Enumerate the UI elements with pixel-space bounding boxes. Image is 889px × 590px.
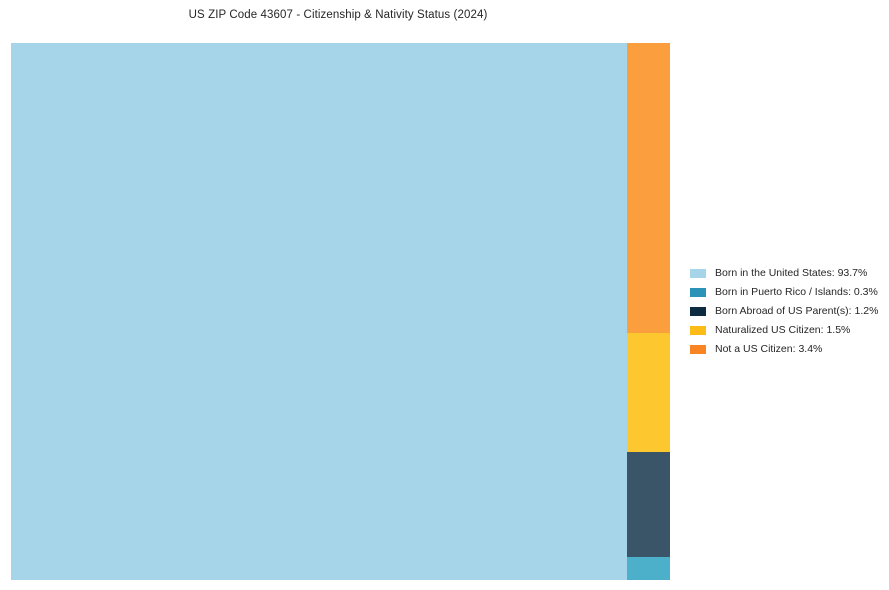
legend-item[interactable]: Born in the United States: 93.7% <box>690 264 886 283</box>
treemap-tile[interactable] <box>627 333 670 452</box>
legend-item-label: Not a US Citizen: 3.4% <box>715 343 823 355</box>
treemap-plot-area <box>11 43 670 580</box>
legend-item[interactable]: Born in Puerto Rico / Islands: 0.3% <box>690 283 886 302</box>
legend-item[interactable]: Born Abroad of US Parent(s): 1.2% <box>690 302 886 321</box>
legend-swatch-icon <box>690 288 706 297</box>
legend-item[interactable]: Not a US Citizen: 3.4% <box>690 340 886 359</box>
treemap-tile[interactable] <box>11 43 627 580</box>
legend-item-label: Born Abroad of US Parent(s): 1.2% <box>715 305 879 317</box>
legend-item[interactable]: Naturalized US Citizen: 1.5% <box>690 321 886 340</box>
legend-swatch-icon <box>690 345 706 354</box>
treemap-tile[interactable] <box>627 452 670 557</box>
treemap-tile[interactable] <box>627 43 670 333</box>
legend-swatch-icon <box>690 269 706 278</box>
chart-legend: Born in the United States: 93.7% Born in … <box>690 264 886 359</box>
legend-swatch-icon <box>690 326 706 335</box>
page-title: US ZIP Code 43607 - Citizenship & Nativi… <box>188 9 488 21</box>
legend-item-label: Born in Puerto Rico / Islands: 0.3% <box>715 286 878 298</box>
legend-swatch-icon <box>690 307 706 316</box>
treemap-tile[interactable] <box>627 557 670 580</box>
legend-item-label: Naturalized US Citizen: 1.5% <box>715 324 851 336</box>
legend-item-label: Born in the United States: 93.7% <box>715 267 868 279</box>
